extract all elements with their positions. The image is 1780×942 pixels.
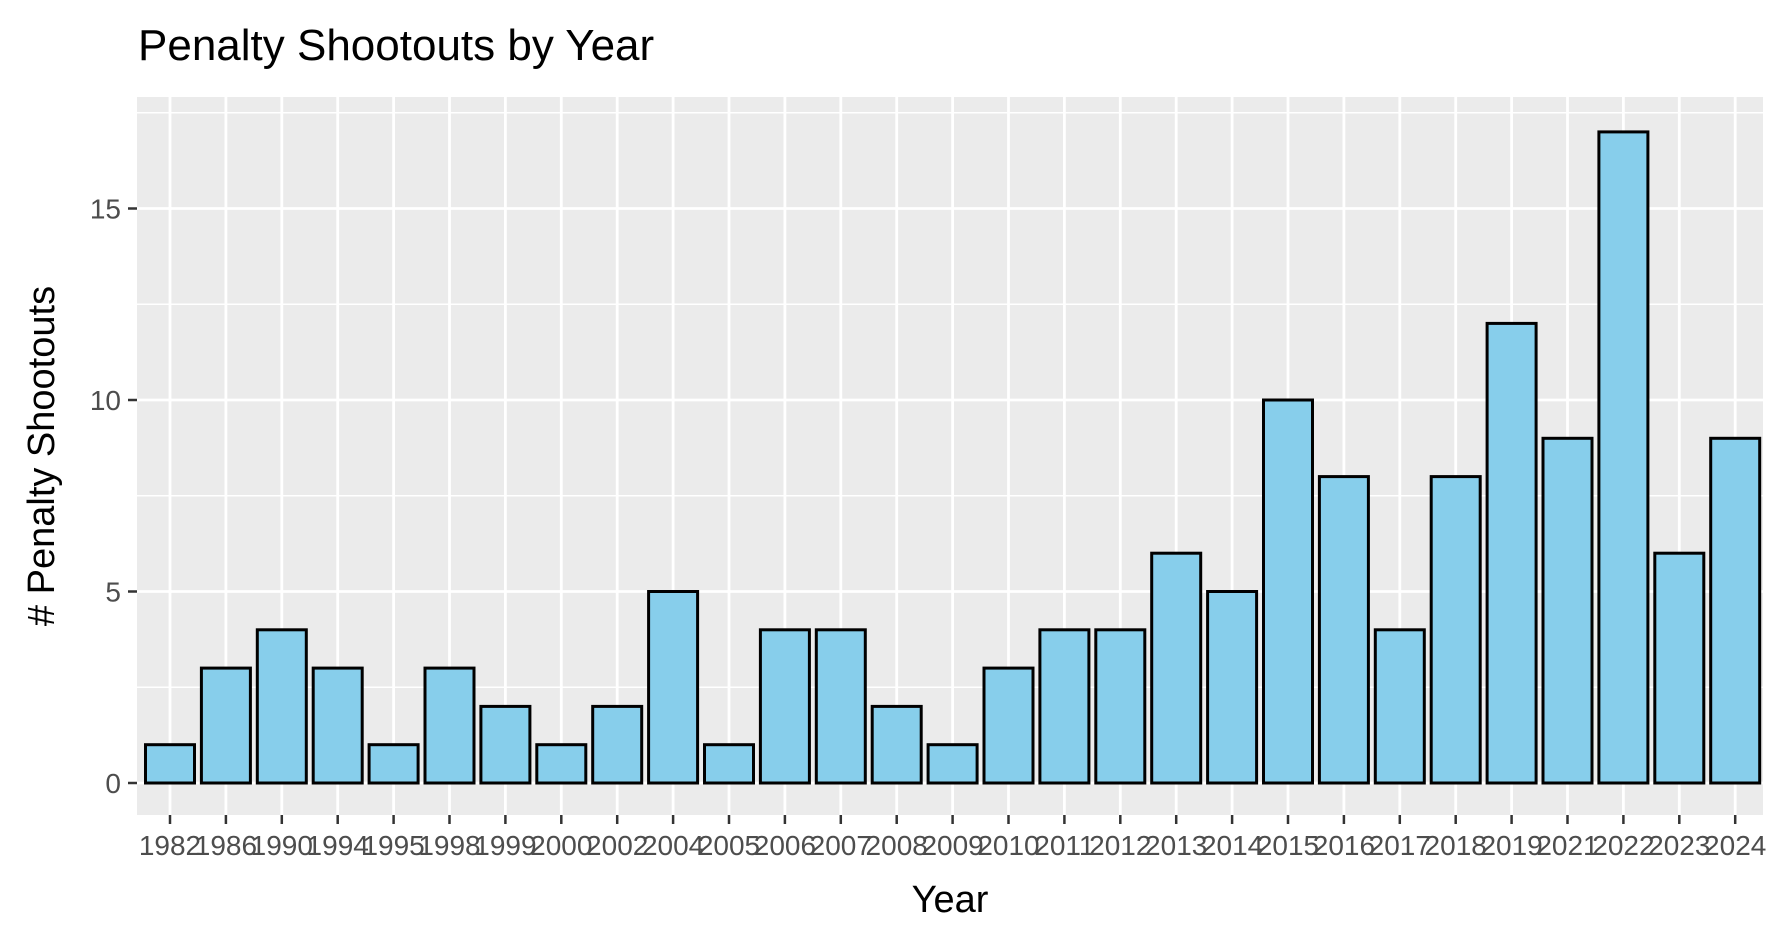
x-tick-label-2012: 2012 [1089,830,1151,861]
bar-1982 [144,743,196,785]
bar-2010 [982,666,1035,785]
x-tick-label-2008: 2008 [866,830,928,861]
y-axis-title: # Penalty Shootouts [21,286,63,626]
x-tick-label-1998: 1998 [418,830,480,861]
x-tick-label-2005: 2005 [698,830,760,861]
bar-2018 [1429,475,1482,785]
x-tick-label-1982: 1982 [139,830,201,861]
bar-2008 [870,704,923,785]
x-tick-label-2015: 2015 [1257,830,1319,861]
x-tick-label-2016: 2016 [1313,830,1375,861]
bar-2005 [703,743,755,785]
x-tick-label-2021: 2021 [1536,830,1598,861]
bar-2017 [1373,628,1426,785]
x-tick-label-2013: 2013 [1145,830,1207,861]
x-tick-label-1990: 1990 [251,830,313,861]
x-tick-label-2018: 2018 [1425,830,1487,861]
x-tick-label-2007: 2007 [810,830,872,861]
y-tick-label: 0 [105,768,121,799]
bar-2019 [1485,321,1538,785]
bar-2006 [758,628,811,785]
x-tick-label-2004: 2004 [642,830,704,861]
x-tick-label-2002: 2002 [586,830,648,861]
x-tick-label-1994: 1994 [307,830,369,861]
bar-2024 [1709,436,1762,785]
bar-2004 [647,590,700,785]
bar-2002 [591,704,644,785]
x-tick-label-2000: 2000 [530,830,592,861]
chart-title: Penalty Shootouts by Year [138,21,654,70]
y-axis: 0 5 10 15 [90,194,137,799]
x-tick-label-2011: 2011 [1034,830,1094,861]
bar-2015 [1262,398,1314,785]
x-axis-title: Year [912,879,989,921]
bar-2014 [1206,590,1259,785]
bar-1995 [367,743,420,785]
x-tick-label-2006: 2006 [754,830,816,861]
bar-1990 [255,628,308,785]
x-tick-label-2014: 2014 [1201,830,1263,861]
x-tick-label-2024: 2024 [1704,830,1766,861]
x-tick-label-2017: 2017 [1369,830,1431,861]
x-tick-label-1999: 1999 [474,830,536,861]
bar-1994 [311,666,364,785]
bar-2009 [926,743,979,785]
bar-2021 [1541,436,1594,785]
x-tick-label-1995: 1995 [362,830,424,861]
y-tick-label: 15 [90,194,121,225]
y-tick-label: 5 [105,577,121,608]
x-tick-label-2022: 2022 [1592,830,1654,861]
bar-1998 [423,666,476,785]
bar-1999 [479,704,532,785]
bar-2013 [1150,551,1203,785]
bar-2016 [1317,475,1370,785]
x-tick-label-1986: 1986 [195,830,257,861]
x-tick-label-2009: 2009 [921,830,983,861]
y-tick-label: 10 [90,385,121,416]
bar-2012 [1094,628,1147,785]
x-axis: 1982198619901994199519981999200020022004… [139,815,1766,861]
bar-2023 [1653,551,1706,785]
x-tick-label-2010: 2010 [977,830,1039,861]
bar-2011 [1038,628,1091,785]
bar-2022 [1597,130,1650,785]
bar-1986 [199,666,252,785]
bar-2000 [535,743,588,785]
bar-2007 [814,628,867,785]
x-tick-label-2023: 2023 [1648,830,1710,861]
x-tick-label-2019: 2019 [1480,830,1542,861]
bars [144,130,1762,785]
